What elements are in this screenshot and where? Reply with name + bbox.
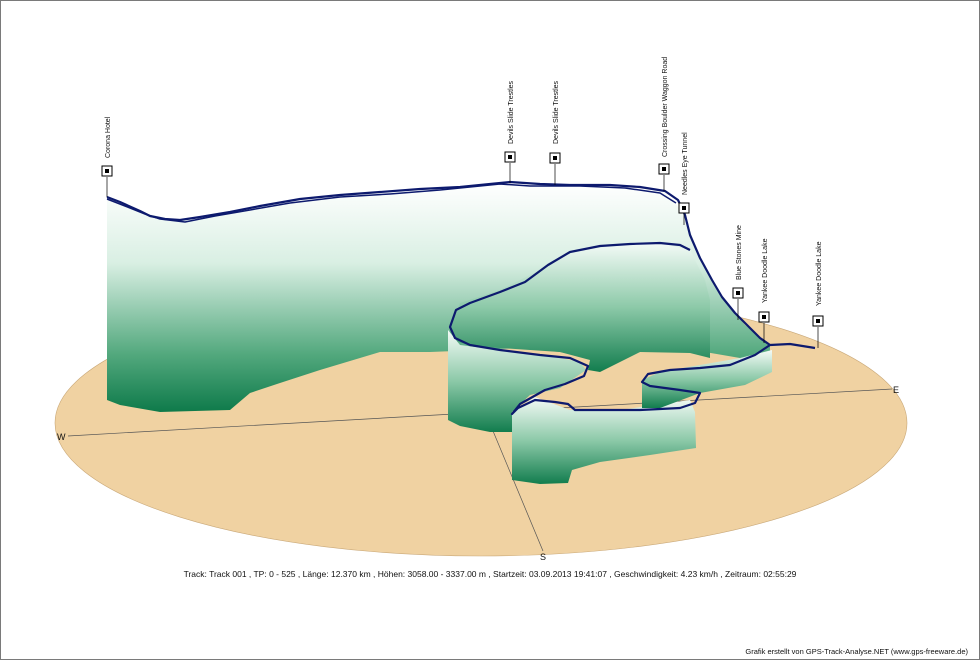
credit-line: Grafik erstellt von GPS-Track-Analyse.NE… <box>745 647 968 656</box>
waypoint-bluestones-label: Blue Stones Mine <box>736 225 743 280</box>
waypoint-devils2: Devils Slide Trestles <box>549 80 561 185</box>
waypoint-crossing: Crossing Boulder Waggon Road <box>658 57 670 191</box>
track-line <box>106 180 816 416</box>
elevation-curtain-loop <box>450 243 710 372</box>
waypoint-devils1: Devils Slide Trestles <box>504 80 516 183</box>
waypoint-devils2-label: Devils Slide Trestles <box>553 80 560 144</box>
compass-east: E <box>893 385 899 395</box>
track-line-return <box>106 183 677 223</box>
waypoint-yankee1: Yankee Doodle Lake <box>758 238 770 343</box>
waypoint-needles: Needles Eye Tunnel <box>678 132 690 225</box>
waypoint-yankee2: Yankee Doodle Lake <box>812 241 824 348</box>
waypoint-needles-label: Needles Eye Tunnel <box>682 132 689 195</box>
compass-west: W <box>57 432 66 442</box>
waypoint-bluestones: Blue Stones Mine <box>732 225 744 320</box>
elevation-curtain-right <box>642 350 772 408</box>
waypoint-corona-label: Corona Hotel <box>105 116 112 158</box>
waypoint-crossing-label: Crossing Boulder Waggon Road <box>662 57 669 157</box>
elevation-curtain-front-low <box>512 397 696 484</box>
waypoint-yankee1-label: Yankee Doodle Lake <box>762 238 769 303</box>
elevation-curtain-front-left <box>448 330 586 432</box>
track-info-line: Track: Track 001 , TP: 0 - 525 , Länge: … <box>183 569 797 579</box>
waypoint-yankee2-label: Yankee Doodle Lake <box>816 241 823 306</box>
waypoint-devils1-label: Devils Slide Trestles <box>508 80 515 144</box>
waypoint-corona: Corona Hotel <box>101 116 113 197</box>
compass-south: S <box>540 552 546 562</box>
